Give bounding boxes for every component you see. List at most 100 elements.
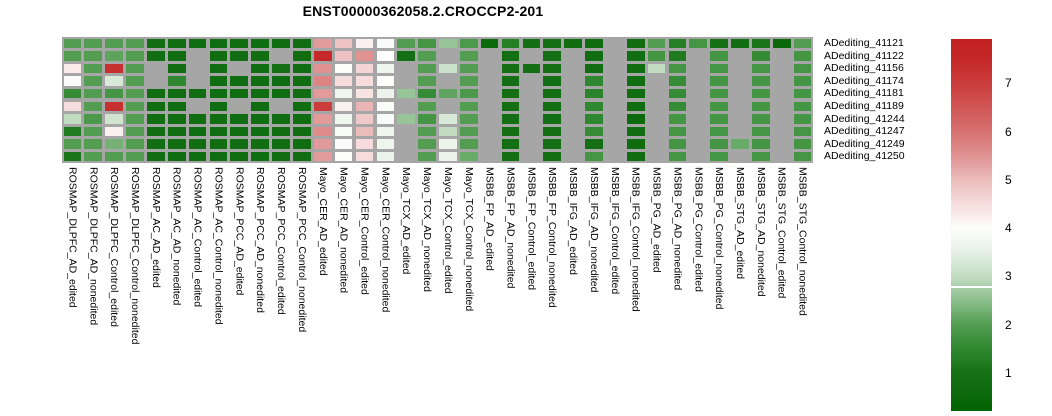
heatmap-cell <box>752 102 770 111</box>
heatmap-cell <box>210 76 228 85</box>
heatmap-cell <box>585 127 603 136</box>
heatmap-cell <box>752 76 770 85</box>
heatmap-cell <box>84 114 102 123</box>
heatmap-cell <box>356 139 374 148</box>
heatmap-cell <box>377 127 395 136</box>
heatmap-cell <box>105 89 123 98</box>
heatmap-cell <box>126 89 144 98</box>
heatmap-cell <box>147 114 165 123</box>
column-label: MSBB_IFG_AD_nonedited <box>584 167 605 415</box>
colorbar-tick-label: 3 <box>1005 269 1012 283</box>
heatmap-cell <box>377 102 395 111</box>
heatmap-cell <box>669 152 687 161</box>
heatmap-cell <box>64 102 82 111</box>
colorbar-gradient <box>951 39 992 411</box>
heatmap-cell <box>168 102 186 111</box>
column-label: MSBB_FP_AD_edited <box>479 167 500 415</box>
heatmap-cell <box>84 102 102 111</box>
heatmap-cell <box>293 139 311 148</box>
heatmap-cell <box>439 152 457 161</box>
heatmap-grid <box>62 37 813 163</box>
heatmap-cell <box>335 127 353 136</box>
colorbar <box>951 39 992 411</box>
heatmap-cell <box>731 39 749 48</box>
heatmap-cell <box>377 64 395 73</box>
column-label: ROSMAP_PCC_AD_edited <box>229 167 250 415</box>
heatmap-cell <box>314 152 332 161</box>
heatmap-cell <box>168 152 186 161</box>
heatmap-cell <box>105 152 123 161</box>
heatmap-cell <box>314 51 332 60</box>
heatmap-cell <box>293 89 311 98</box>
heatmap-cell <box>710 102 728 111</box>
heatmap-cell <box>84 152 102 161</box>
heatmap-cell <box>689 39 707 48</box>
heatmap-cell <box>418 152 436 161</box>
heatmap-cell <box>230 76 248 85</box>
heatmap-cell <box>669 102 687 111</box>
heatmap-cell <box>189 89 207 98</box>
heatmap-cell <box>794 152 812 161</box>
heatmap-cell <box>710 64 728 73</box>
heatmap-cell <box>418 51 436 60</box>
heatmap-cell <box>272 152 290 161</box>
heatmap-cell <box>585 102 603 111</box>
heatmap-cell <box>251 102 269 111</box>
heatmap-cell <box>627 127 645 136</box>
row-label: ADediting_41181 <box>824 87 904 100</box>
heatmap-cell <box>648 64 666 73</box>
heatmap-cell <box>84 64 102 73</box>
heatmap-cell <box>168 51 186 60</box>
heatmap-cell <box>210 102 228 111</box>
heatmap-cell <box>126 114 144 123</box>
heatmap-cell <box>314 89 332 98</box>
heatmap-cell <box>460 64 478 73</box>
column-label: MSBB_PG_AD_nonedited <box>667 167 688 415</box>
heatmap-cell <box>64 76 82 85</box>
heatmap-cell <box>356 114 374 123</box>
heatmap-cell <box>794 139 812 148</box>
column-label: ROSMAP_PCC_Control_nonedited <box>291 167 312 415</box>
heatmap-cell <box>794 114 812 123</box>
heatmap-cell <box>460 102 478 111</box>
heatmap-cell <box>627 152 645 161</box>
heatmap-cell <box>502 76 520 85</box>
heatmap-cell <box>377 139 395 148</box>
heatmap-cell <box>752 127 770 136</box>
column-label: Mayo_CER_AD_nonedited <box>333 167 354 415</box>
heatmap-cell <box>105 114 123 123</box>
heatmap-cell <box>147 102 165 111</box>
heatmap-cell <box>502 139 520 148</box>
heatmap-cell <box>752 114 770 123</box>
heatmap-cell <box>189 127 207 136</box>
heatmap-cell <box>189 139 207 148</box>
heatmap-cell <box>460 76 478 85</box>
heatmap-cell <box>752 64 770 73</box>
heatmap-cell <box>230 51 248 60</box>
heatmap-cell <box>210 89 228 98</box>
heatmap-cell <box>502 152 520 161</box>
column-label: MSBB_STG_Control_edited <box>771 167 792 415</box>
heatmap-cell <box>314 127 332 136</box>
heatmap-cell <box>523 39 541 48</box>
heatmap-cell <box>710 76 728 85</box>
heatmap-cell <box>418 114 436 123</box>
heatmap-cell <box>752 39 770 48</box>
heatmap-cell <box>543 102 561 111</box>
heatmap-cell <box>230 139 248 148</box>
heatmap-cell <box>272 76 290 85</box>
row-label: ADediting_41249 <box>824 138 905 151</box>
heatmap-cell <box>293 114 311 123</box>
heatmap-cell <box>460 139 478 148</box>
heatmap-cell <box>710 152 728 161</box>
heatmap-cell <box>168 139 186 148</box>
heatmap-cell <box>460 114 478 123</box>
heatmap-cell <box>794 89 812 98</box>
heatmap-cell <box>752 89 770 98</box>
heatmap-cell <box>84 127 102 136</box>
heatmap-cell <box>356 51 374 60</box>
column-label: MSBB_IFG_Control_nonedited <box>625 167 646 415</box>
heatmap-cell <box>585 114 603 123</box>
heatmap-cell <box>356 39 374 48</box>
heatmap-cell <box>168 114 186 123</box>
